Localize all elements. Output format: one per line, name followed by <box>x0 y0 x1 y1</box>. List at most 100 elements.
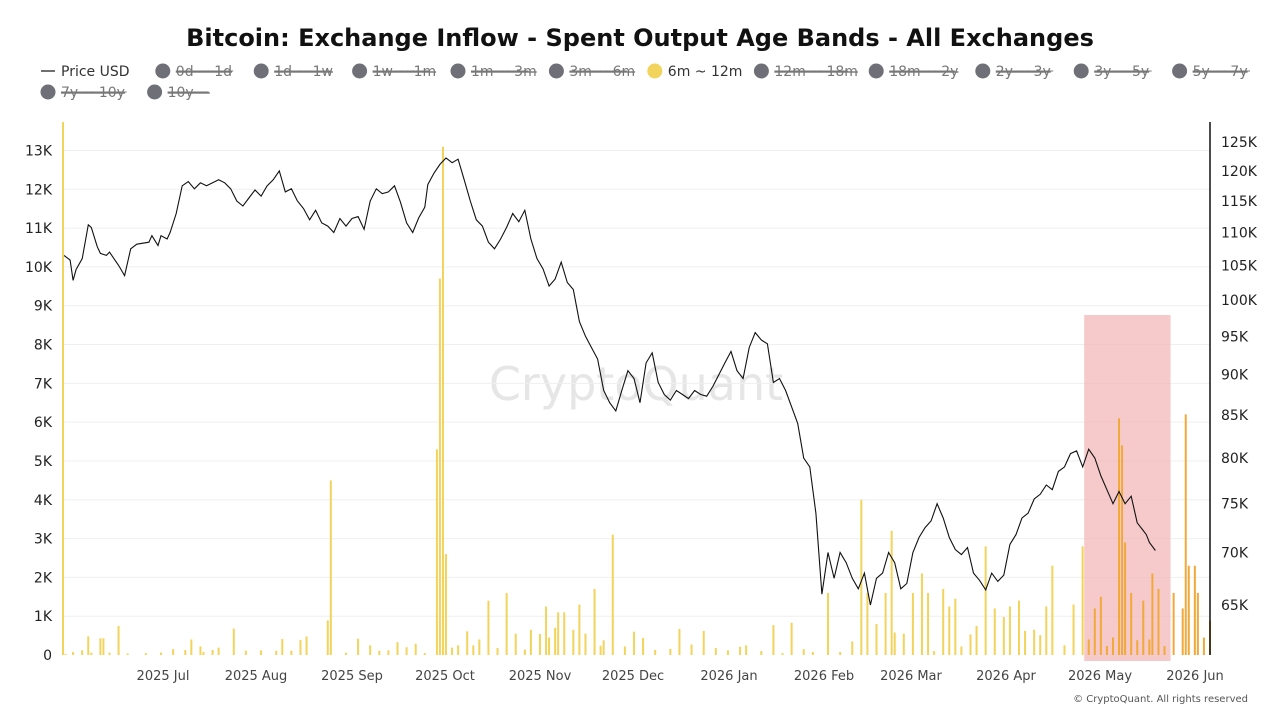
bar <box>960 646 963 655</box>
legend-label: 3m ~ 6m <box>569 64 635 80</box>
legend-dot-icon <box>352 63 368 79</box>
bar <box>1163 646 1166 655</box>
bar <box>1148 639 1151 655</box>
bar <box>1099 596 1102 655</box>
bar <box>445 554 447 655</box>
bar <box>890 530 893 655</box>
bar <box>714 648 717 655</box>
bar <box>884 592 887 655</box>
bar <box>514 633 517 655</box>
x-tick-label: 2025 Nov <box>509 669 572 684</box>
bar <box>457 645 460 655</box>
bar <box>260 650 263 655</box>
bar <box>760 651 763 655</box>
bar <box>396 642 399 655</box>
bar <box>1024 630 1027 655</box>
legend-label: 1w ~ 1m <box>373 64 437 80</box>
x-tick-label: 2026 Mar <box>880 669 942 684</box>
bar <box>593 589 596 655</box>
legend-item: 10y ~ <box>147 84 210 101</box>
bar <box>927 592 930 655</box>
bar <box>217 647 220 655</box>
bar <box>472 645 475 655</box>
bar-series <box>64 146 1211 655</box>
x-tick-label: 2026 Jun <box>1166 669 1224 684</box>
bar <box>505 592 508 655</box>
bar <box>584 633 587 655</box>
bar <box>623 646 626 655</box>
chart-title: Bitcoin: Exchange Inflow - Spent Output … <box>186 24 1094 52</box>
bar <box>441 146 444 655</box>
bar <box>902 633 905 655</box>
bar <box>1172 592 1175 655</box>
legend-label: 10y ~ <box>168 85 210 101</box>
x-tick-label: 2026 May <box>1068 669 1132 684</box>
bar <box>678 628 681 655</box>
y-left-tick-label: 13K <box>25 144 53 160</box>
bar <box>632 631 635 655</box>
bar <box>1111 637 1114 655</box>
x-tick-label: 2026 Apr <box>976 669 1036 684</box>
y-right-tick-label: 85K <box>1221 408 1249 424</box>
bar <box>893 632 896 655</box>
bar <box>1093 608 1096 655</box>
bar <box>160 652 163 655</box>
legend-label: Price USD <box>61 64 130 80</box>
legend-item: 3y ~ 5y <box>1073 63 1152 80</box>
bar <box>184 649 187 655</box>
bar <box>969 634 972 655</box>
legend-label: 0d ~ 1d <box>176 64 232 80</box>
bar <box>244 650 247 655</box>
bar <box>545 606 548 655</box>
bar <box>1196 592 1199 655</box>
legend-item: 6m ~ 12m <box>647 63 743 80</box>
bar <box>745 645 748 655</box>
bar <box>487 600 490 655</box>
legend-label: 2y ~ 3y <box>996 64 1051 80</box>
bar <box>599 645 602 655</box>
bar <box>802 649 805 655</box>
bar <box>90 652 93 655</box>
bar <box>611 534 614 655</box>
legend-label: 7y ~ 10y <box>61 85 125 101</box>
legend-dot-icon <box>253 63 269 79</box>
bar <box>578 604 581 655</box>
watermark: CryptoQuant <box>489 357 783 411</box>
bar <box>378 650 381 655</box>
bar <box>860 499 863 655</box>
y-left-tick-label: 3K <box>34 532 53 548</box>
bar <box>405 647 408 655</box>
y-left-tick-label: 2K <box>34 570 53 586</box>
bar <box>669 648 672 655</box>
legend-item: 5y ~ 7y <box>1172 63 1250 80</box>
bar <box>387 650 390 655</box>
bar <box>190 639 193 655</box>
legend-label: 1d ~ 1w <box>274 64 333 80</box>
copyright: © CryptoQuant. All rights reserved <box>1073 694 1248 705</box>
bar <box>438 278 441 655</box>
legend-dot-icon <box>450 63 466 79</box>
bar <box>435 449 438 655</box>
bar <box>563 612 566 655</box>
bar <box>172 649 175 655</box>
bar <box>299 639 302 655</box>
bar <box>875 623 878 655</box>
legend-item: Price USD <box>41 64 130 80</box>
legend-dot-icon <box>1073 63 1089 79</box>
bar <box>81 650 84 655</box>
bar <box>344 652 347 655</box>
legend-item: 2y ~ 3y <box>975 63 1054 80</box>
bar <box>975 625 978 655</box>
bar <box>984 546 987 655</box>
legend-label: 5y ~ 7y <box>1193 64 1248 80</box>
bar <box>1187 565 1190 655</box>
y-left-tick-label: 0 <box>43 648 52 664</box>
bar <box>1157 589 1160 655</box>
bar <box>199 646 202 655</box>
bar <box>1184 414 1187 655</box>
bar <box>99 638 102 655</box>
legend-label: 6m ~ 12m <box>668 64 743 80</box>
bar <box>948 606 951 655</box>
bar <box>557 612 560 655</box>
y-right-tick-label: 80K <box>1221 451 1249 467</box>
